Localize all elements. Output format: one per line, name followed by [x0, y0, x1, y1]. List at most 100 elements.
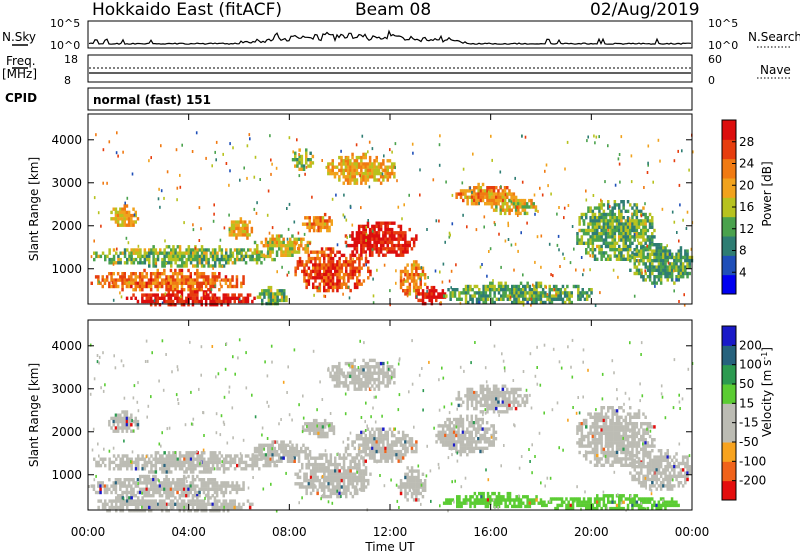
data-cell — [349, 162, 352, 166]
data-cell — [401, 456, 405, 460]
noise-cell — [211, 164, 213, 168]
data-cell — [528, 198, 531, 203]
data-cell — [283, 289, 286, 293]
data-cell — [185, 470, 188, 474]
data-cell — [267, 250, 270, 254]
data-cell — [176, 264, 180, 268]
data-cell — [152, 463, 155, 468]
data-cell — [170, 454, 173, 458]
data-cell — [338, 178, 341, 182]
data-cell — [224, 281, 228, 285]
noise-cell — [640, 214, 643, 218]
data-cell — [170, 251, 173, 255]
data-cell — [404, 243, 407, 248]
data-cell — [130, 220, 133, 224]
data-cell — [384, 171, 387, 176]
data-cell — [253, 460, 257, 465]
noise-cell — [432, 178, 435, 182]
data-cell — [353, 247, 356, 251]
data-cell — [360, 430, 363, 435]
data-cell — [165, 275, 168, 279]
data-cell — [533, 297, 536, 301]
data-cell — [241, 220, 245, 224]
data-cell — [196, 284, 199, 289]
data-cell — [189, 451, 193, 455]
data-cell — [353, 475, 357, 480]
data-cell — [364, 234, 367, 238]
data-cell — [368, 368, 372, 372]
noise-cell — [181, 143, 183, 147]
data-cell — [541, 291, 545, 295]
data-cell — [393, 234, 396, 238]
data-cell — [172, 451, 175, 455]
data-cell — [306, 222, 309, 226]
data-cell — [402, 289, 405, 293]
data-cell — [371, 453, 374, 457]
data-cell — [141, 293, 144, 297]
data-cell — [495, 205, 498, 209]
data-cell — [344, 381, 348, 385]
data-cell — [521, 208, 524, 212]
data-cell — [156, 484, 159, 488]
data-cell — [143, 478, 146, 482]
noise-cell — [318, 286, 320, 290]
data-cell — [278, 298, 282, 303]
data-cell — [497, 281, 501, 285]
data-cell — [364, 472, 368, 476]
data-cell — [415, 289, 418, 293]
data-cell — [506, 294, 510, 298]
data-cell — [664, 268, 667, 272]
data-cell — [332, 431, 336, 436]
data-cell — [260, 261, 263, 265]
data-cell — [329, 494, 333, 499]
data-cell — [613, 254, 617, 258]
noise-cell — [349, 234, 351, 238]
data-cell — [329, 456, 333, 460]
data-cell — [238, 460, 241, 465]
data-cell — [466, 202, 469, 206]
data-cell — [263, 295, 266, 299]
data-cell — [174, 288, 177, 292]
data-cell — [449, 291, 452, 295]
data-cell — [455, 192, 458, 196]
noise-cell — [122, 150, 124, 154]
data-cell — [169, 296, 173, 300]
data-cell — [189, 251, 193, 255]
data-cell — [110, 484, 113, 488]
data-cell — [320, 482, 324, 486]
data-cell — [301, 260, 304, 264]
data-cell — [134, 481, 137, 485]
data-cell — [596, 235, 599, 239]
data-cell — [399, 285, 403, 290]
data-cell — [321, 431, 325, 436]
data-cell — [323, 478, 326, 483]
data-cell — [296, 161, 299, 165]
noise-cell — [628, 217, 631, 221]
data-cell — [323, 469, 326, 473]
data-cell — [373, 358, 376, 363]
data-cell — [410, 263, 414, 267]
data-cell — [626, 235, 630, 239]
data-cell — [167, 254, 171, 259]
data-cell — [222, 490, 225, 495]
data-cell — [145, 487, 148, 491]
data-cell — [203, 251, 206, 255]
data-cell — [242, 296, 245, 300]
data-cell — [428, 292, 431, 296]
data-cell — [351, 478, 355, 483]
noise-cell — [607, 144, 609, 148]
data-cell — [181, 264, 184, 268]
data-cell — [384, 449, 387, 454]
data-cell — [355, 374, 359, 379]
data-cell — [530, 198, 533, 203]
data-cell — [305, 269, 308, 274]
data-cell — [622, 222, 625, 226]
noise-cell — [395, 281, 397, 285]
data-cell — [369, 272, 372, 277]
data-cell — [642, 238, 645, 242]
data-cell — [366, 453, 370, 457]
data-cell — [629, 238, 632, 242]
data-cell — [231, 505, 234, 510]
data-cell — [386, 443, 389, 447]
data-cell — [371, 227, 374, 232]
